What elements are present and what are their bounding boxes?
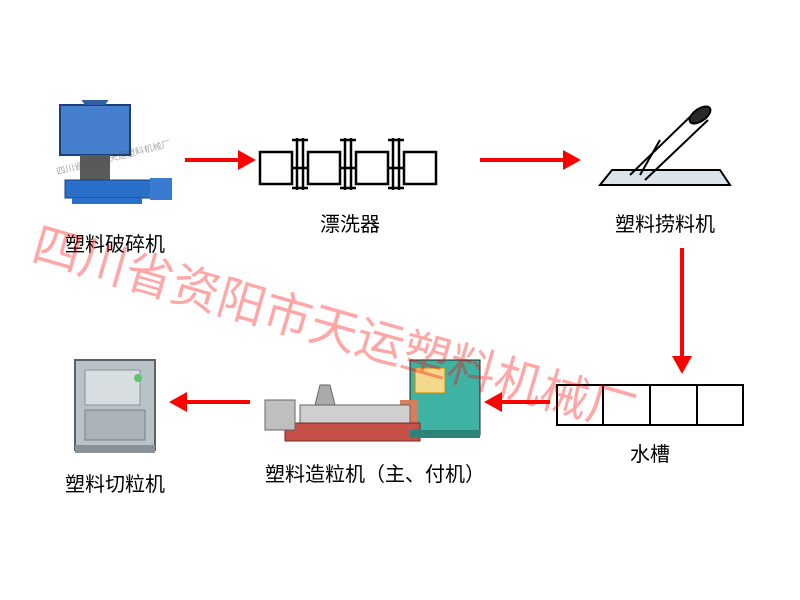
- node-label: 水槽: [630, 438, 670, 467]
- crusher-machine-icon: [50, 100, 180, 220]
- node-label: 塑料捞料机: [615, 208, 715, 237]
- arrow-trough-granulator: [500, 400, 550, 404]
- arrow-granulator-cutter: [185, 400, 250, 404]
- node-label: 塑料切粒机: [65, 468, 165, 497]
- node-rinser: 漂洗器: [250, 130, 450, 237]
- cutter-machine-icon: [60, 350, 170, 460]
- node-trough: 水槽: [555, 380, 745, 467]
- granulator-machine-icon: [260, 350, 490, 450]
- node-cutter: 塑料切粒机: [60, 350, 170, 497]
- node-label: 塑料造粒机（主、付机）: [265, 458, 485, 487]
- node-scooper: 塑料捞料机: [590, 100, 740, 237]
- rinser-machine-icon: [250, 130, 450, 200]
- trough-icon: [555, 380, 745, 430]
- node-crusher: 塑料破碎机: [50, 100, 180, 257]
- diagram-canvas: 塑料破碎机: [0, 0, 800, 600]
- scooper-machine-icon: [590, 100, 740, 200]
- arrow-rinser-scooper: [480, 158, 565, 162]
- node-label: 漂洗器: [320, 208, 380, 237]
- node-granulator: 塑料造粒机（主、付机）: [260, 350, 490, 487]
- node-label: 塑料破碎机: [65, 228, 165, 257]
- arrow-crusher-rinser: [185, 158, 240, 162]
- arrow-scooper-trough: [680, 248, 684, 358]
